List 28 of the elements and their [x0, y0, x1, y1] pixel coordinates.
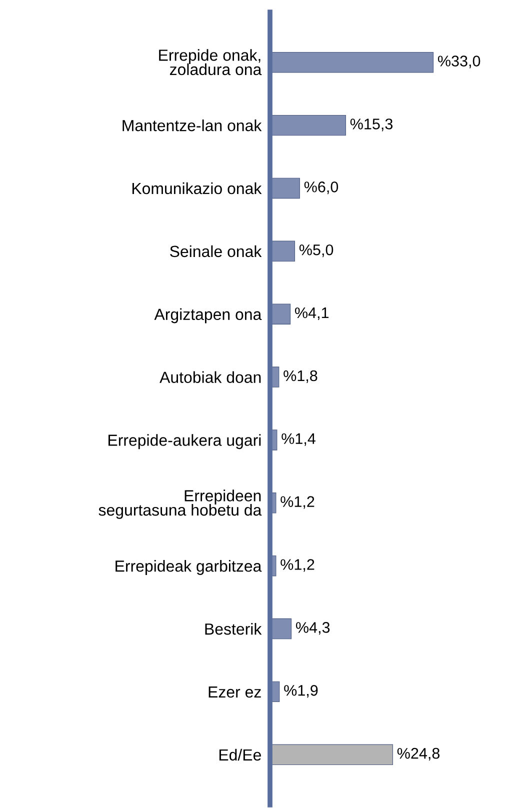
- bar: [270, 744, 393, 765]
- y-tick-label: Autobiak doan: [160, 371, 261, 383]
- y-tick-label: Errepideen segurtasuna hobetu da: [98, 490, 262, 519]
- y-tick-label: Seinale onak: [170, 245, 262, 258]
- data-label: %1,2: [280, 496, 314, 509]
- y-tick-label: Komunikazio onak: [132, 182, 262, 194]
- data-label: %1,8: [284, 370, 318, 383]
- bar: [270, 178, 300, 199]
- data-label: %6,0: [304, 182, 338, 194]
- y-tick-label: Errepide onak, zoladura ona: [159, 49, 262, 76]
- y-tick-label: Ezer ez: [208, 686, 261, 698]
- data-label: %4,1: [294, 307, 329, 320]
- data-label: %4,3: [296, 622, 330, 635]
- y-tick-label: Mantentze-lan onak: [122, 120, 262, 132]
- bar: [270, 114, 346, 136]
- data-label: %1,9: [284, 684, 318, 698]
- y-tick-label: Besterik: [205, 622, 262, 635]
- data-label: %24,8: [397, 748, 440, 761]
- data-label: %1,4: [282, 433, 316, 446]
- bar: [270, 52, 434, 73]
- data-label: %1,2: [280, 559, 314, 572]
- data-label: %5,0: [299, 244, 334, 258]
- y-tick-label: Errepide-aukera ugari: [108, 434, 261, 450]
- data-label: %15,3: [350, 118, 393, 132]
- data-label: %33,0: [438, 56, 480, 68]
- y-tick-label: Errepideak garbitzea: [116, 560, 262, 575]
- y-tick-label: Argiztapen ona: [154, 308, 262, 324]
- y-tick-label: Ed/Ee: [219, 748, 261, 761]
